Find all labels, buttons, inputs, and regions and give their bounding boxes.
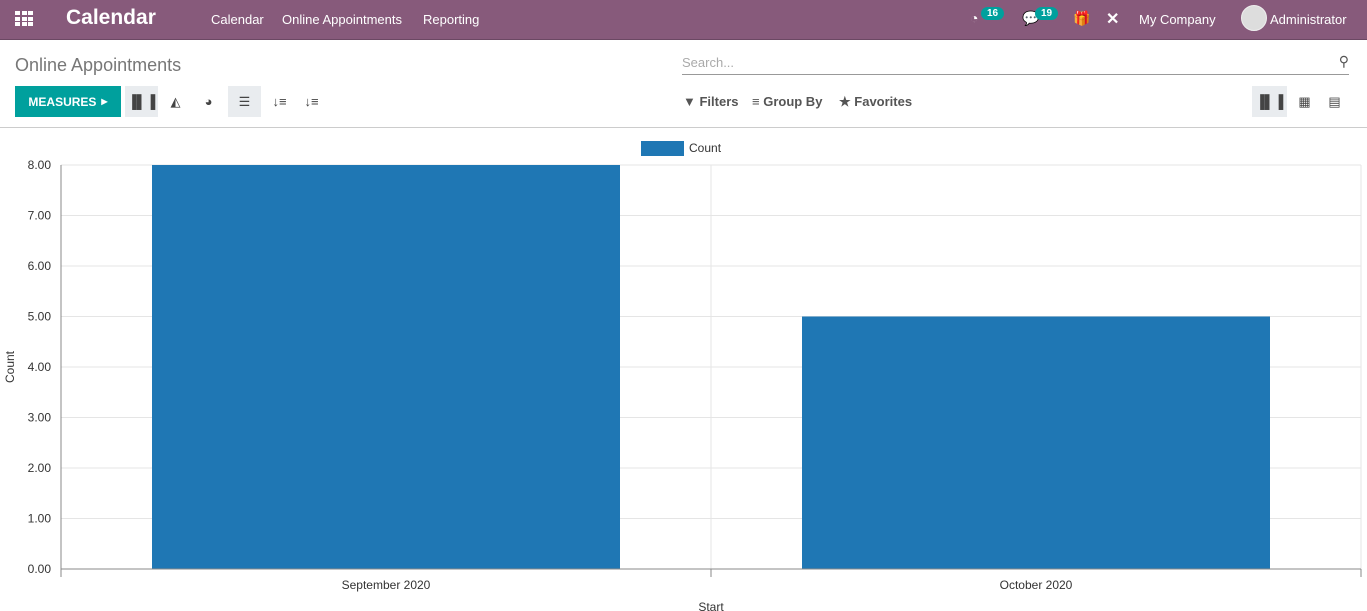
debug-tools-icon[interactable]: ✕ bbox=[1106, 11, 1120, 28]
y-tick-label: 1.00 bbox=[28, 512, 52, 526]
user-menu[interactable]: Administrator bbox=[1270, 12, 1347, 27]
menu-calendar[interactable]: Calendar bbox=[211, 12, 264, 27]
favorites-label: Favorites bbox=[854, 94, 913, 109]
x-axis-label: Start bbox=[698, 600, 724, 611]
y-tick-label: 8.00 bbox=[28, 158, 52, 172]
menu-online-appointments[interactable]: Online Appointments bbox=[282, 12, 402, 27]
sort-ascending-button[interactable]: ↓≡ bbox=[304, 94, 319, 109]
avatar[interactable] bbox=[1241, 5, 1267, 31]
pie-chart-button[interactable]: ◕ bbox=[204, 94, 213, 109]
group-by-button[interactable]: ≡ Group By bbox=[752, 94, 823, 109]
filters-button[interactable]: ▼ Filters bbox=[683, 94, 739, 109]
line-chart-button[interactable]: ◭ bbox=[170, 93, 181, 109]
gift-icon[interactable]: 🎁 bbox=[1073, 10, 1091, 26]
app-title: Calendar bbox=[66, 6, 156, 29]
group-by-label: Group By bbox=[763, 94, 823, 109]
bar-chart: 0.00 1.00 2.00 3.00 4.00 5.00 6.00 7.00 8.00 Sept… bbox=[3, 141, 1362, 611]
filters-label: Filters bbox=[699, 94, 739, 109]
x-tick-label: September 2020 bbox=[342, 578, 431, 592]
legend-label: Count bbox=[689, 141, 722, 155]
calendar-view-button[interactable]: ▤ bbox=[1328, 93, 1341, 109]
y-tick-label: 6.00 bbox=[28, 259, 52, 273]
menu-reporting[interactable]: Reporting bbox=[423, 12, 480, 27]
company-switcher[interactable]: My Company bbox=[1139, 12, 1216, 27]
messages-badge: 19 bbox=[1035, 7, 1059, 20]
sort-descending-button[interactable]: ↓≡ bbox=[272, 94, 287, 109]
measures-button[interactable]: MEASURES ▶ bbox=[15, 86, 121, 117]
favorites-button[interactable]: ★ Favorites bbox=[839, 94, 913, 109]
y-tick-label: 0.00 bbox=[28, 562, 52, 576]
control-panel: Online Appointments Search... ⚲ MEASURES ▶… bbox=[0, 41, 1367, 128]
page-title: Online Appointments bbox=[15, 55, 182, 75]
activity-badge: 16 bbox=[981, 7, 1005, 20]
legend-swatch bbox=[641, 141, 684, 156]
apps-menu-icon[interactable] bbox=[15, 11, 33, 26]
measures-label: MEASURES bbox=[28, 94, 97, 109]
pivot-view-button[interactable]: ▦ bbox=[1298, 93, 1311, 109]
y-tick-label: 5.00 bbox=[28, 310, 52, 324]
y-axis-label: Count bbox=[3, 350, 17, 383]
graph-view-button[interactable]: ▐▌▐ bbox=[1252, 86, 1287, 117]
bar-1 bbox=[802, 316, 1270, 569]
bar-chart-button[interactable]: ▐▌▐ bbox=[125, 86, 158, 117]
search-icon[interactable]: ⚲ bbox=[1338, 53, 1349, 69]
y-tick-label: 3.00 bbox=[28, 411, 52, 425]
stacked-toggle-button[interactable]: ☰ bbox=[228, 86, 261, 117]
bar-0 bbox=[152, 165, 620, 569]
y-tick-label: 7.00 bbox=[28, 209, 52, 223]
y-tick-label: 4.00 bbox=[28, 360, 52, 374]
y-tick-label: 2.00 bbox=[28, 461, 52, 475]
search-placeholder: Search... bbox=[682, 55, 735, 70]
search-input[interactable]: Search... ⚲ bbox=[682, 51, 1349, 75]
caret-right-icon: ▶ bbox=[101, 97, 108, 106]
x-tick-label: October 2020 bbox=[1000, 578, 1073, 592]
top-navbar: Calendar Calendar Online Appointments Re… bbox=[0, 0, 1367, 40]
activity-clock-icon[interactable]: ◔ bbox=[970, 10, 979, 26]
